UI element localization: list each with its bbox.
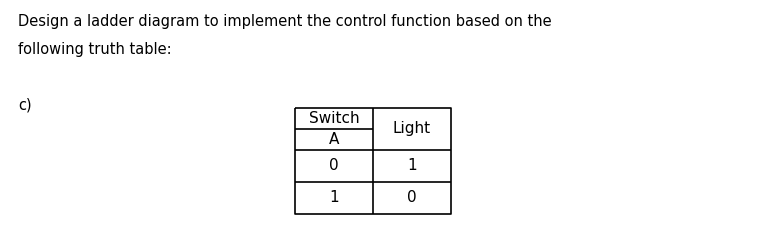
Text: following truth table:: following truth table: (18, 42, 171, 57)
Text: 0: 0 (329, 159, 339, 173)
Text: Switch: Switch (309, 111, 359, 126)
Text: 1: 1 (329, 191, 339, 205)
Text: Light: Light (393, 122, 431, 136)
Text: 1: 1 (407, 159, 417, 173)
Text: 0: 0 (407, 191, 417, 205)
Text: Design a ladder diagram to implement the control function based on the: Design a ladder diagram to implement the… (18, 14, 551, 29)
Text: A: A (329, 132, 339, 147)
Text: c): c) (18, 98, 31, 113)
